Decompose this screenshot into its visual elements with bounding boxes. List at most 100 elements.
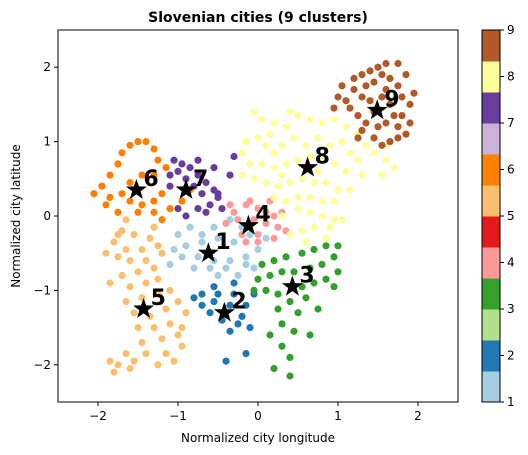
colorbar-tick-label: 6 — [507, 163, 515, 177]
point-cluster-1 — [254, 245, 262, 254]
point-cluster-6 — [150, 171, 158, 179]
centroid-label-5: 5 — [151, 286, 166, 311]
point-cluster-3 — [318, 260, 326, 268]
point-cluster-9 — [394, 59, 402, 68]
point-cluster-8 — [322, 178, 330, 187]
point-cluster-9 — [370, 78, 378, 86]
point-cluster-4 — [262, 208, 270, 216]
point-cluster-7 — [194, 205, 202, 213]
point-cluster-8 — [310, 223, 318, 231]
point-cluster-3 — [278, 320, 286, 328]
point-cluster-5 — [114, 253, 122, 261]
point-cluster-8 — [302, 238, 310, 246]
point-cluster-5 — [134, 268, 142, 276]
point-cluster-3 — [330, 253, 338, 261]
x-tick-label: −2 — [89, 409, 107, 423]
point-cluster-6 — [166, 205, 174, 213]
point-cluster-6 — [106, 171, 114, 179]
point-cluster-5 — [126, 364, 134, 373]
point-cluster-8 — [306, 152, 314, 161]
point-cluster-5 — [142, 279, 150, 287]
point-cluster-1 — [182, 242, 190, 250]
point-cluster-4 — [274, 223, 282, 231]
point-cluster-8 — [302, 141, 310, 149]
point-cluster-8 — [306, 115, 314, 123]
point-cluster-1 — [250, 264, 258, 272]
colorbar-segment — [482, 154, 500, 186]
point-cluster-1 — [246, 231, 254, 239]
point-cluster-8 — [342, 123, 350, 131]
y-tick-label: 0 — [43, 209, 51, 223]
point-cluster-9 — [370, 134, 378, 142]
point-cluster-8 — [294, 156, 302, 164]
point-cluster-8 — [314, 167, 322, 175]
point-cluster-6 — [126, 178, 134, 187]
point-cluster-5 — [138, 245, 146, 254]
point-cluster-8 — [246, 160, 254, 168]
point-cluster-6 — [114, 208, 122, 216]
point-cluster-9 — [362, 119, 370, 127]
point-cluster-9 — [378, 141, 386, 149]
point-cluster-9 — [362, 82, 370, 90]
point-cluster-5 — [110, 238, 118, 246]
point-cluster-7 — [174, 205, 182, 213]
point-cluster-6 — [138, 201, 146, 209]
point-cluster-9 — [378, 71, 386, 79]
point-cluster-6 — [142, 138, 150, 146]
centroid-star-1 — [197, 242, 219, 263]
point-cluster-8 — [330, 160, 338, 168]
colorbar-tick-label: 2 — [507, 349, 515, 363]
point-cluster-7 — [170, 156, 178, 164]
colorbar-segment — [482, 185, 500, 217]
centroid-star-2 — [213, 301, 235, 322]
point-cluster-5 — [142, 350, 150, 358]
point-cluster-9 — [394, 82, 402, 90]
point-cluster-1 — [242, 253, 250, 261]
point-cluster-7 — [226, 171, 234, 179]
point-cluster-8 — [318, 119, 326, 127]
colorbar-segment — [482, 216, 500, 248]
point-cluster-1 — [170, 245, 178, 254]
colorbar-tick-label: 4 — [507, 256, 515, 270]
point-cluster-1 — [194, 253, 202, 261]
point-cluster-8 — [330, 197, 338, 205]
point-cluster-5 — [122, 350, 130, 358]
centroid-label-4: 4 — [255, 203, 270, 228]
point-cluster-5 — [174, 331, 182, 339]
point-cluster-8 — [378, 171, 386, 179]
point-cluster-8 — [330, 115, 338, 123]
point-cluster-1 — [210, 223, 218, 231]
point-cluster-6 — [134, 138, 142, 146]
point-cluster-8 — [258, 115, 266, 123]
point-cluster-9 — [374, 63, 382, 71]
y-tick-label: 2 — [43, 60, 51, 74]
point-cluster-5 — [162, 305, 170, 313]
point-cluster-5 — [122, 245, 130, 254]
point-cluster-5 — [102, 249, 110, 257]
point-cluster-3 — [270, 257, 278, 265]
y-tick-label: −1 — [33, 283, 51, 297]
colorbar-segment — [482, 340, 500, 372]
point-cluster-4 — [246, 197, 254, 205]
point-cluster-5 — [130, 309, 138, 317]
y-tick-label: −2 — [33, 358, 51, 372]
point-cluster-3 — [334, 268, 342, 276]
point-cluster-5 — [162, 350, 170, 358]
point-cluster-8 — [346, 149, 354, 157]
point-cluster-5 — [150, 324, 158, 332]
point-cluster-3 — [258, 260, 266, 268]
point-cluster-9 — [402, 71, 410, 79]
point-cluster-8 — [286, 231, 294, 239]
point-cluster-9 — [386, 100, 394, 108]
centroid-star-4 — [237, 214, 259, 235]
point-cluster-8 — [314, 134, 322, 142]
point-cluster-2 — [222, 357, 230, 365]
point-cluster-1 — [242, 260, 250, 268]
point-cluster-6 — [162, 164, 170, 172]
point-cluster-9 — [382, 85, 390, 94]
point-cluster-9 — [342, 97, 350, 105]
point-cluster-3 — [334, 242, 342, 250]
point-cluster-4 — [230, 208, 238, 216]
point-cluster-9 — [374, 123, 382, 131]
point-cluster-5 — [114, 231, 122, 239]
